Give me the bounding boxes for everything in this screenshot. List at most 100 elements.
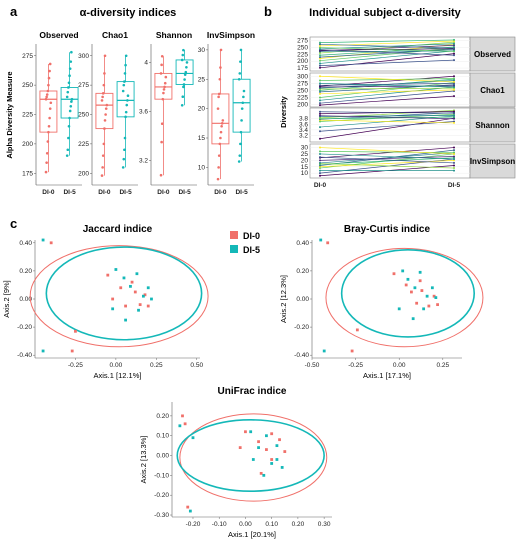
box-point (68, 109, 72, 113)
point-di-5 (150, 297, 153, 301)
subject-point-start (319, 110, 321, 113)
y-tick-label: 200 (22, 141, 33, 148)
y-tick-label: -0.20 (294, 324, 309, 331)
boxplot-title: α-diversity indices (80, 7, 177, 19)
box-point (45, 95, 48, 99)
box-point (44, 97, 48, 101)
x-tick-label: 0.25 (150, 362, 163, 369)
y-tick-label: 225 (297, 95, 308, 102)
subject-line (319, 156, 455, 164)
box-point (102, 142, 106, 146)
box-point (48, 62, 52, 66)
subject-point-start (319, 137, 321, 140)
ellipse-di-5 (176, 419, 325, 493)
facet-strip (469, 36, 516, 72)
point-di-5 (41, 238, 45, 242)
box-point (122, 157, 126, 161)
y-tick-label: 0.40 (19, 240, 32, 247)
point-di-5 (124, 318, 127, 322)
point-di-5 (434, 296, 438, 299)
x-tick-label: DI-5 (63, 189, 76, 196)
subject-point-start (319, 79, 321, 82)
box-point (101, 92, 105, 95)
facet-strip (469, 107, 516, 143)
box-point (183, 73, 187, 76)
subject-point-start (319, 126, 321, 129)
subject-point-start (319, 112, 321, 115)
facet-shannon: Shannon 3.2 3.6 4 DI-0 DI-5 (139, 30, 197, 196)
box-point (105, 103, 109, 107)
subject-point-start (319, 174, 321, 177)
box-point (160, 122, 164, 125)
point-di-0 (74, 329, 77, 333)
box-point (180, 104, 184, 107)
box-point (45, 161, 48, 164)
bray-curtis-pcoa: Bray-Curtis indice -0.50 -0.25 0.00 0.25 -0.4… (279, 224, 484, 380)
point-di-5 (146, 286, 150, 290)
subject-point-end (453, 95, 455, 98)
facet-strip-label: Shannon (475, 121, 509, 130)
box-point (240, 107, 244, 110)
point-di-5 (397, 307, 401, 311)
point-di-5 (411, 317, 415, 321)
point-di-0 (415, 301, 419, 305)
box-point (239, 142, 242, 146)
subject-point-start (319, 84, 321, 87)
box-point (217, 154, 221, 157)
subject-point-start (319, 169, 321, 172)
subject-line (319, 95, 455, 106)
box-point (237, 160, 241, 163)
box-point (159, 72, 163, 75)
box-point (162, 88, 166, 91)
point-di-0 (183, 422, 187, 426)
box-point (182, 85, 185, 89)
point-di-5 (257, 446, 260, 450)
subject-point-end (453, 146, 455, 149)
box-point (123, 148, 126, 152)
box-point (103, 54, 107, 58)
point-di-5 (114, 268, 118, 271)
x-tick-label: -0.25 (348, 362, 363, 369)
box-point (238, 72, 242, 75)
box-point (45, 93, 49, 96)
y-tick-label: 4 (144, 59, 148, 66)
panel-letter-a: a (10, 4, 18, 19)
box-point (124, 54, 128, 58)
point-di-0 (350, 349, 354, 353)
subject-line (319, 111, 455, 114)
box-point (180, 58, 184, 62)
x-tick-label: 0.00 (393, 362, 406, 369)
subject-line (319, 82, 455, 86)
subject-line (319, 86, 455, 101)
subject-point-start (319, 156, 321, 159)
box-point (101, 95, 104, 99)
point-di-0 (119, 286, 123, 290)
y-tick-label: -0.20 (154, 492, 169, 499)
legend-label-di5: DI-5 (243, 245, 260, 255)
subject-point-end (453, 116, 455, 119)
box-point (126, 94, 130, 97)
subject-point-start (319, 92, 321, 95)
point-di-0 (436, 303, 439, 307)
box-point (241, 101, 245, 105)
subject-line (319, 157, 455, 165)
subject-point-start (319, 75, 321, 78)
y-tick-label: 0.20 (156, 413, 169, 420)
legend-swatch-di5 (230, 245, 238, 253)
y-tick-label: 3.2 (299, 132, 308, 139)
box-point (69, 104, 73, 108)
subject-point-start (319, 120, 321, 123)
box-point (101, 154, 105, 157)
point-di-0 (418, 279, 422, 283)
subject-line (319, 78, 455, 81)
box-point (68, 67, 72, 70)
box-point (242, 89, 246, 93)
subject-point-start (319, 104, 321, 107)
point-di-5 (178, 424, 182, 428)
subject-line (319, 156, 455, 161)
subject-line (319, 152, 455, 164)
subject-point-start (319, 52, 321, 55)
box-point (239, 60, 242, 63)
box-point (123, 136, 127, 140)
